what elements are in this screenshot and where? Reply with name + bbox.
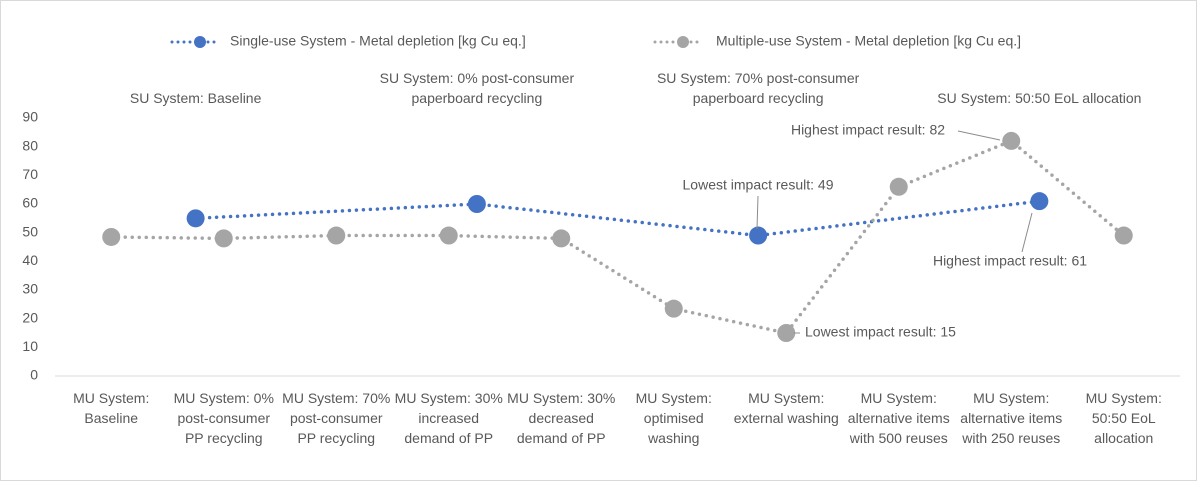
x-tick-label: MU System: 70% post-consumer PP recyclin…	[282, 390, 391, 446]
legend-marker	[194, 36, 206, 48]
point	[214, 229, 233, 248]
y-tick-label: 0	[30, 367, 38, 383]
y-tick-label: 50	[22, 223, 38, 239]
point	[552, 229, 571, 248]
y-tick-label: 20	[22, 309, 38, 325]
x2-tick-label: SU System: 70% post-consumer paperboard …	[656, 70, 860, 106]
x-tick-label: MU System: optimised washing	[635, 390, 712, 446]
x2-tick-label: SU System: Baseline	[129, 90, 262, 106]
x-tick-label: MU System: external washing	[733, 390, 839, 426]
x-tick-label: MU System: 30% decreased demand of PP	[507, 390, 616, 446]
x2-tick-label: SU System: 50:50 EoL allocation	[937, 90, 1142, 106]
point	[439, 226, 458, 245]
y-tick-label: 30	[22, 281, 38, 297]
point	[777, 324, 796, 342]
annotation-leader	[756, 195, 759, 230]
x-tick-label: MU System: 30% increased demand of PP	[394, 390, 503, 446]
legend-label: Single-use System - Metal depletion [kg …	[230, 33, 526, 49]
x-tick-label: MU System: alternative items with 500 re…	[847, 390, 950, 446]
point	[467, 195, 486, 213]
x-tick-label: MU System: 0% post-consumer PP recycling	[173, 390, 274, 446]
x2-tick-label: SU System: 0% post-consumer paperboard r…	[379, 70, 575, 106]
point	[1114, 226, 1133, 245]
x-tick-label: MU System: alternative items with 250 re…	[960, 390, 1063, 446]
annotation-leader	[957, 130, 1001, 141]
legend-label: Multiple-use System - Metal depletion [k…	[716, 33, 1021, 49]
y-tick-label: 70	[22, 166, 38, 182]
point	[749, 226, 768, 245]
point	[102, 227, 121, 246]
annotation: Lowest impact result: 49	[683, 177, 834, 193]
annotation: Lowest impact result: 15	[805, 324, 956, 340]
annotation-leader	[1021, 212, 1033, 253]
point	[1030, 192, 1049, 211]
point	[327, 226, 346, 245]
y-tick-label: 10	[22, 338, 38, 354]
y-tick-label: 60	[22, 195, 38, 211]
x-tick-label: MU System: 50:50 EoL allocation	[1085, 390, 1162, 446]
point	[1002, 131, 1021, 150]
point	[664, 299, 683, 318]
point	[186, 209, 205, 228]
annotation: Highest impact result: 82	[791, 122, 945, 138]
y-tick-label: 40	[22, 252, 38, 268]
point	[889, 177, 908, 196]
legend-marker	[677, 36, 689, 48]
y-tick-label: 80	[22, 137, 38, 153]
x-tick-label: MU System: Baseline	[73, 390, 150, 426]
series-line	[109, 138, 1126, 335]
annotation: Highest impact result: 61	[933, 253, 1087, 269]
series-line	[193, 199, 1042, 238]
y-tick-label: 90	[22, 109, 38, 125]
